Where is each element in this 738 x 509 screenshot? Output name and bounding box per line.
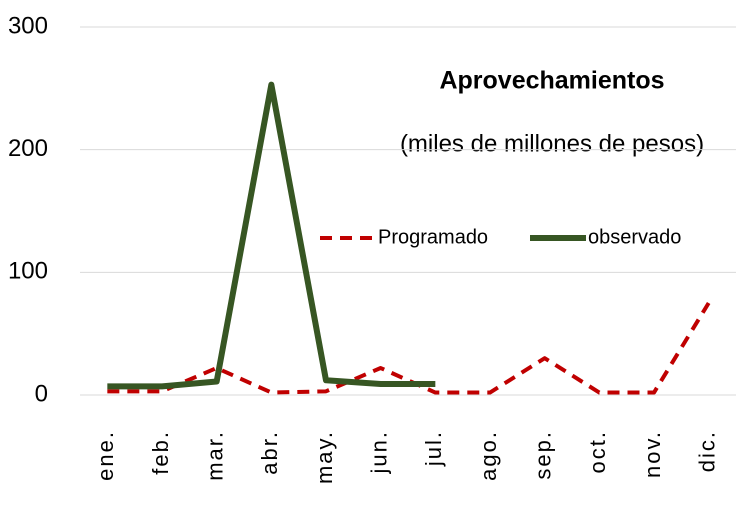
series-line bbox=[107, 301, 711, 395]
y-tick-label: 200 bbox=[8, 135, 48, 162]
x-tick-label: mar. bbox=[202, 430, 227, 481]
legend-label: Programado bbox=[378, 226, 488, 248]
x-tick-label: feb. bbox=[148, 430, 173, 475]
y-tick-label: 300 bbox=[8, 12, 48, 39]
chart-subtitle: (miles de millones de pesos) bbox=[400, 130, 704, 157]
x-tick-label: jun. bbox=[366, 430, 391, 474]
x-tick-label: nov. bbox=[640, 430, 665, 478]
legend-label: observado bbox=[588, 226, 681, 248]
x-tick-label: oct. bbox=[585, 430, 610, 473]
x-tick-label: dic. bbox=[694, 430, 719, 472]
chart-title: Aprovechamientos bbox=[439, 67, 664, 95]
x-tick-label: may. bbox=[312, 430, 337, 484]
y-tick-label: 0 bbox=[35, 380, 48, 407]
y-tick-label: 100 bbox=[8, 258, 48, 285]
x-tick-label: ago. bbox=[476, 430, 501, 481]
x-tick-label: abr. bbox=[257, 430, 282, 475]
x-tick-label: sep. bbox=[530, 430, 555, 480]
series-line bbox=[107, 81, 436, 390]
x-tick-label: ene. bbox=[93, 430, 118, 481]
x-tick-label: jul. bbox=[421, 430, 446, 467]
